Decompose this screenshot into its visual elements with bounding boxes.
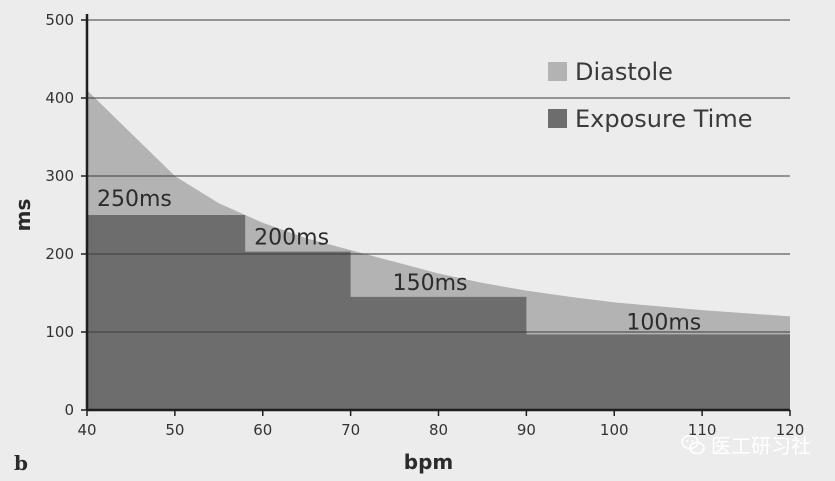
y-tick-label: 0 bbox=[64, 401, 74, 419]
step-label: 150ms bbox=[393, 271, 468, 296]
axes: 0 100 200 300 400 500 40 50 60 70 80 90 100 110 120 bbox=[45, 11, 804, 439]
x-tick-label: 110 bbox=[688, 421, 717, 439]
x-tick-label: 100 bbox=[600, 421, 629, 439]
y-tick-label: 200 bbox=[45, 245, 74, 263]
y-tick-label: 500 bbox=[45, 11, 74, 29]
legend-swatch-diastole bbox=[548, 62, 567, 81]
exposure-time-area bbox=[87, 215, 790, 410]
wechat-icon bbox=[681, 434, 705, 454]
step-label: 200ms bbox=[254, 226, 329, 251]
x-tick-label: 40 bbox=[77, 421, 96, 439]
y-tick-label: 100 bbox=[45, 323, 74, 341]
x-tick-label: 70 bbox=[341, 421, 360, 439]
legend-label-diastole: Diastole bbox=[575, 58, 673, 86]
x-tick-label: 120 bbox=[776, 421, 805, 439]
y-axis-title: ms bbox=[11, 199, 35, 232]
watermark-text: 医工研习社 bbox=[711, 434, 811, 458]
legend-swatch-exposure-time bbox=[548, 109, 567, 128]
x-axis-title: bpm bbox=[404, 450, 453, 474]
legend: Diastole Exposure Time bbox=[548, 58, 752, 133]
y-tick-label: 400 bbox=[45, 89, 74, 107]
x-tick-label: 50 bbox=[165, 421, 184, 439]
x-tick-label: 60 bbox=[253, 421, 272, 439]
panel-label: b bbox=[14, 451, 28, 475]
step-label: 250ms bbox=[97, 187, 172, 212]
x-tick-label: 90 bbox=[517, 421, 536, 439]
watermark: 医工研习社 bbox=[681, 430, 811, 459]
step-labels: 250ms 200ms 150ms 100ms bbox=[97, 187, 701, 335]
step-label: 100ms bbox=[626, 310, 701, 335]
x-tick-label: 80 bbox=[429, 421, 448, 439]
grid-lines bbox=[87, 19, 790, 333]
legend-label-exposure-time: Exposure Time bbox=[575, 105, 752, 133]
y-tick-label: 300 bbox=[45, 167, 74, 185]
